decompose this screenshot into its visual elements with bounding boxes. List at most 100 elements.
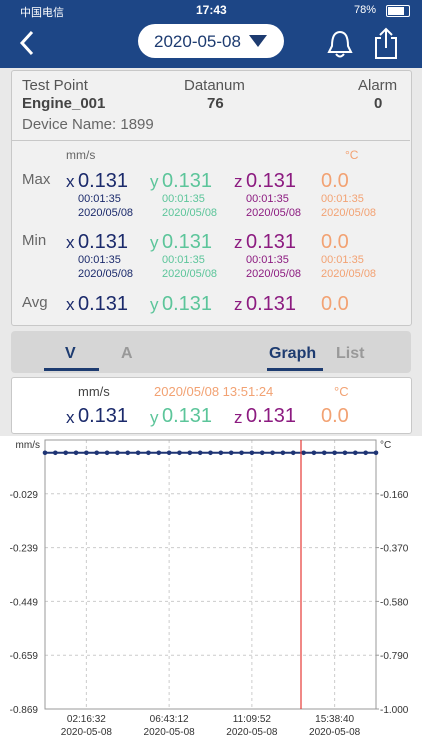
data-point [301,450,306,456]
data-point [239,450,244,456]
x-tick-label: 15:38:40 [315,714,354,725]
current-value: 0.131 [246,405,297,427]
y-tick-label: -0.239 [10,544,39,555]
axis-letter: x [66,172,75,191]
x-tick-label: 02:16:32 [67,714,106,725]
unit: mm/s [66,148,96,162]
axis-letter: z [234,233,243,252]
stat-date: 2020/05/08 [162,207,218,219]
stat-time: 00:01:35 [162,254,205,266]
timestamp: 2020/05/08 13:51:24 [154,384,274,399]
date: 2020-05-08 [154,32,241,51]
stat-time: 00:01:35 [162,193,205,205]
stat-time: 00:01:35 [78,254,121,266]
stat-value: 0.131 [246,170,297,192]
tab-underline [44,368,99,371]
axis-letter: x [66,408,75,427]
stat-time: 00:01:35 [246,193,289,205]
tab[interactable]: V [65,345,76,362]
tab-underline [267,368,323,371]
x-tick-date: 2020-05-08 [226,727,278,738]
y-tick-label: -0.029 [10,490,39,501]
stat-time: 00:01:35 [321,254,364,266]
unit: °C [334,384,349,399]
summary-card [11,70,412,326]
battery-icon [386,5,410,17]
label: Test Point [22,77,88,94]
tab[interactable]: A [121,345,133,362]
carrier: 中国电信 [20,7,64,19]
axis-letter: y [150,295,159,314]
view-tab[interactable]: Graph [269,345,317,362]
share-icon[interactable] [372,26,400,60]
divider [11,140,410,141]
data-point [104,450,110,456]
current-value: 0.131 [78,405,129,427]
stat-value: 0.131 [162,170,213,192]
stat-date: 2020/05/08 [321,268,377,280]
stat-date: 2020/05/08 [78,268,134,280]
data-point [156,450,162,456]
stat-time: 00:01:35 [78,193,121,205]
label: Datanum [184,77,245,94]
stat-value: 0.0 [321,293,349,315]
y-tick-label: -0.659 [10,651,39,662]
data-point [218,450,224,456]
data-point [166,450,172,456]
axis-letter: y [150,408,159,427]
data-point [249,450,255,456]
view-tab[interactable]: List [336,345,365,362]
data-point [353,450,358,456]
y-tick-label: -0.449 [10,597,39,608]
stat-value: 0.131 [78,293,129,315]
data-point [197,450,203,456]
back-button[interactable] [16,28,40,58]
value: Engine_001 [22,95,106,112]
data-point [187,450,193,456]
x-tick-label: 11:09:52 [233,714,272,725]
data-point [332,450,337,456]
alarm-icon[interactable] [326,28,354,60]
y-tick-label: -0.869 [10,705,39,716]
axis-letter: z [234,408,243,427]
data-point [270,450,275,456]
row-label: Avg [22,294,48,311]
data-point [125,450,131,456]
data-point [177,450,182,456]
x-tick-date: 2020-05-08 [61,727,113,738]
battery: 78% [354,4,377,16]
data-point [280,450,286,456]
data-point [84,450,89,456]
x-tick-date: 2020-05-08 [144,727,196,738]
row-label: Max [22,171,51,188]
axis-letter: z [234,172,243,191]
x-tick-label: 06:43:12 [150,714,189,725]
row-label: Min [22,232,47,249]
data-point [42,450,48,456]
data-point [73,450,79,456]
current-value: 0.131 [162,405,213,427]
data-point [63,450,68,456]
stat-value: 0.131 [246,293,297,315]
device-name: Device Name: 1899 [22,116,154,133]
data-point [115,450,120,456]
tab-bar [11,331,411,373]
unit: mm/s [78,384,110,399]
stat-value: 0.131 [162,231,213,253]
stat-date: 2020/05/08 [246,207,302,219]
stat-date: 2020/05/08 [78,207,134,219]
label: Alarm [358,77,398,94]
data-point [135,450,141,456]
stat-value: 0.131 [162,293,213,315]
axis-letter: z [234,295,243,314]
current-card [11,377,412,434]
stat-date: 2020/05/08 [246,268,302,280]
dropdown-icon [249,35,267,47]
clock: 17:43 [196,3,227,17]
data-point [373,450,379,456]
stat-date: 2020/05/08 [162,268,218,280]
data-point [290,450,296,456]
stat-time: 00:01:35 [246,254,289,266]
value: 76 [207,95,224,112]
